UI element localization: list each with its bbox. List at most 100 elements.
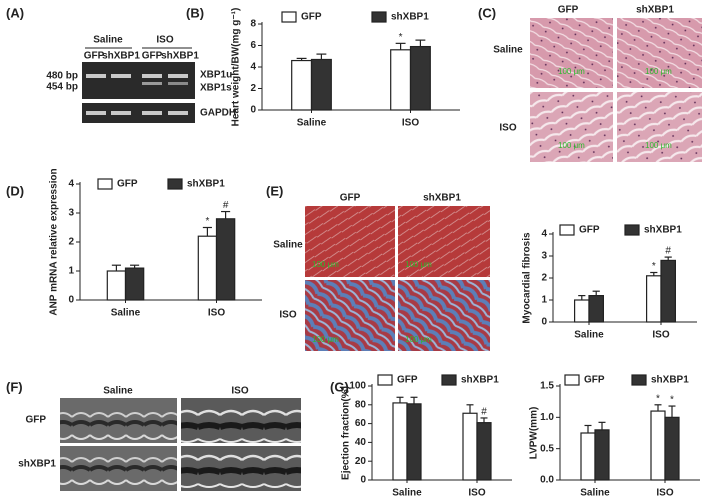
significance-marker: * [652, 261, 656, 272]
bar [660, 259, 676, 323]
significance-marker: # [665, 246, 671, 257]
histology-panel: GFP shXBP1 Saline ISO 100 μm 100 μm 100 … [493, 5, 702, 162]
x-tick-label: ISO [208, 308, 225, 319]
y-tick-label: 4 [250, 62, 256, 73]
y-tick-label: 1 [68, 266, 74, 277]
gel-bands [86, 74, 188, 115]
x-tick-label: ISO [468, 488, 485, 499]
echo-image [181, 446, 301, 491]
row-label: ISO [279, 310, 296, 321]
legend-label: GFP [117, 179, 138, 190]
micrograph [617, 18, 702, 88]
y-tick-label: 3 [68, 208, 74, 219]
micrograph [530, 18, 613, 88]
size-label: 480 bp [46, 71, 78, 82]
scale-bar-label: 100 μm [405, 260, 432, 269]
bar [124, 267, 145, 301]
gel-image [82, 103, 195, 123]
bar [650, 410, 666, 481]
column-label: Saline [103, 386, 133, 397]
y-tick-label: 1 [541, 295, 547, 306]
gel-image [82, 62, 195, 99]
x-tick-label: Saline [574, 330, 604, 341]
scale-bar-label: 100 μm [312, 335, 339, 344]
panel-label: (G) [330, 379, 349, 394]
row-label: ISO [499, 123, 516, 134]
y-tick-label: 20 [355, 456, 367, 467]
legend-label: shXBP1 [644, 225, 682, 236]
y-tick-label: 1.5 [540, 381, 554, 392]
bar [664, 416, 680, 481]
micrograph [617, 92, 702, 162]
lane-label: shXBP1 [102, 51, 140, 62]
y-tick-label: 2 [250, 83, 256, 94]
x-tick-label: Saline [392, 488, 422, 499]
micrograph [305, 206, 395, 277]
y-tick-label: 2 [541, 273, 547, 284]
y-tick-label: 0 [250, 105, 256, 116]
echo-image [60, 398, 177, 443]
micrograph [398, 206, 490, 277]
panel-label: (F) [6, 379, 23, 394]
bar [197, 235, 218, 301]
group-label: Saline [93, 35, 123, 46]
x-tick-label: Saline [297, 118, 327, 129]
legend-swatch [624, 224, 640, 236]
legend-label: GFP [579, 225, 600, 236]
legend-swatch [377, 374, 393, 386]
panel-label: (E) [266, 183, 283, 198]
significance-marker: * [205, 216, 209, 227]
echo-image [181, 398, 301, 443]
y-tick-label: 4 [541, 229, 547, 240]
y-tick-label: 6 [250, 40, 256, 51]
echo-image [60, 446, 177, 491]
significance-marker: # [481, 407, 487, 418]
legend-label: GFP [397, 375, 418, 386]
bar [462, 412, 478, 481]
y-tick-label: 1.0 [540, 412, 554, 423]
column-label: shXBP1 [636, 5, 674, 16]
bar [406, 403, 422, 481]
legend-label: shXBP1 [461, 375, 499, 386]
bar [291, 59, 313, 111]
y-tick-label: 0 [360, 475, 366, 486]
y-tick-label: 40 [355, 437, 367, 448]
y-tick-label: 100 [349, 381, 366, 392]
x-tick-label: ISO [656, 488, 673, 499]
micrograph [305, 280, 395, 351]
x-tick-label: Saline [111, 308, 141, 319]
legend-swatch [281, 11, 297, 23]
y-tick-label: 4 [68, 179, 74, 190]
row-label: Saline [493, 45, 523, 56]
y-tick-label: 0.0 [540, 475, 554, 486]
y-axis-title: Myocardial fibrosis [522, 232, 533, 324]
significance-marker: * [399, 32, 403, 43]
y-tick-label: 60 [355, 418, 367, 429]
group-label: ISO [156, 35, 173, 46]
row-label: Saline [273, 240, 303, 251]
bar [580, 432, 596, 481]
scale-bar-label: 100 μm [645, 141, 672, 150]
panel-label: (A) [6, 5, 24, 20]
x-tick-label: Saline [580, 488, 610, 499]
panel-label: (D) [6, 183, 24, 198]
column-label: GFP [340, 193, 361, 204]
micrograph [530, 92, 613, 162]
x-tick-label: ISO [402, 118, 419, 129]
legend-label: GFP [301, 12, 322, 23]
bar [390, 49, 412, 111]
y-axis-title: LVPW(mm) [529, 407, 540, 460]
legend-label: GFP [584, 375, 605, 386]
bar [645, 275, 662, 323]
legend-swatch [371, 11, 387, 23]
fibrosis-panel: GFP shXBP1 Saline ISO 100 μm 100 μm 100 … [273, 193, 490, 351]
band-label: XBP1s [200, 83, 232, 94]
legend-swatch [167, 178, 183, 190]
row-label: GFP [25, 415, 46, 426]
row-label: shXBP1 [18, 459, 56, 470]
bar [588, 295, 604, 323]
panel-label: (C) [478, 5, 496, 20]
y-tick-label: 80 [355, 399, 367, 410]
bar [409, 45, 431, 111]
